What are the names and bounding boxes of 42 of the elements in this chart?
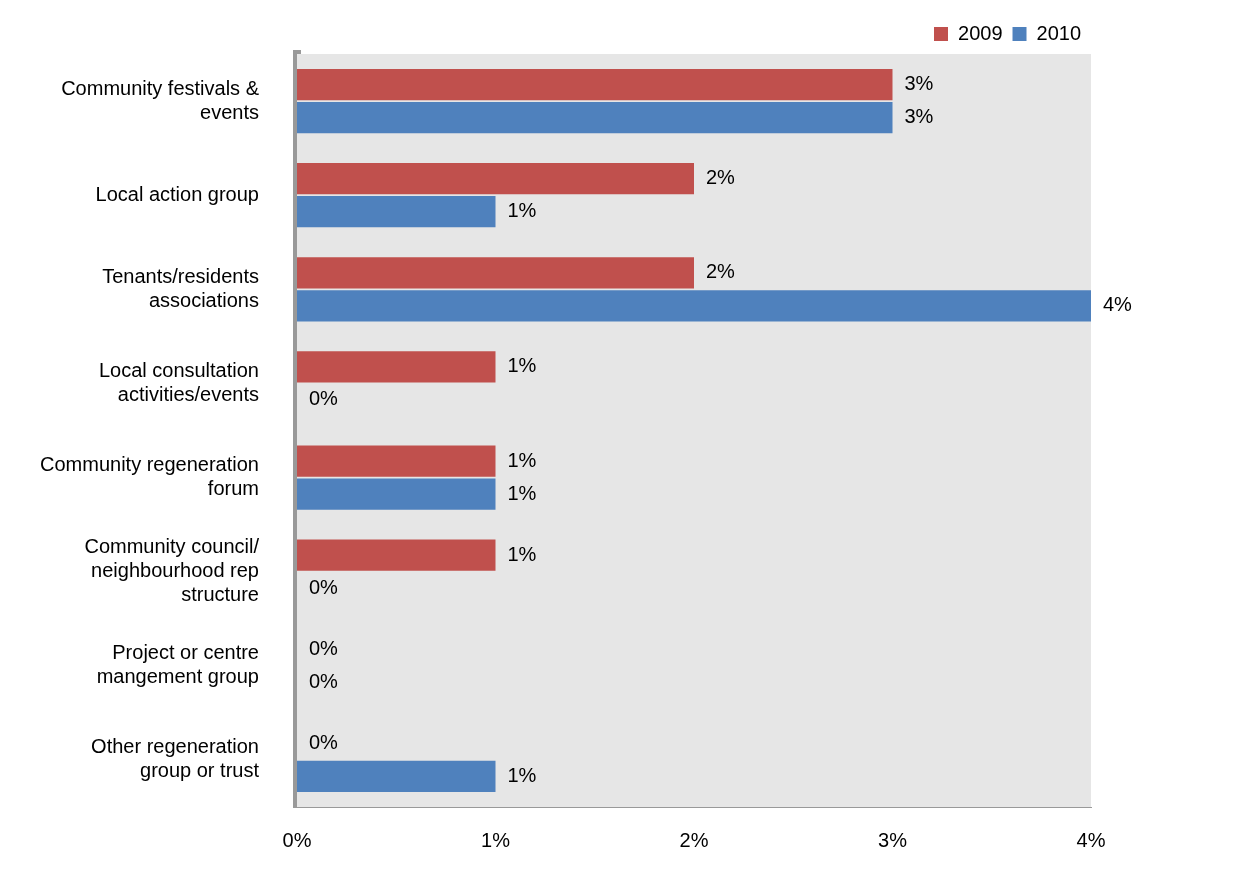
data-label: 1% bbox=[507, 481, 537, 504]
y-tick-label: Community regeneration forum bbox=[39, 453, 259, 500]
data-label: 0% bbox=[308, 730, 339, 753]
x-tick-label: 3% bbox=[878, 828, 908, 851]
bar bbox=[296, 351, 496, 383]
data-label: 1% bbox=[507, 354, 537, 377]
bar bbox=[296, 760, 496, 793]
data-label: 0% bbox=[308, 669, 339, 692]
y-tick-label: Local consultation activities/events bbox=[98, 358, 259, 405]
bar bbox=[296, 257, 694, 289]
data-label: 1% bbox=[507, 763, 537, 786]
data-label: 3% bbox=[904, 72, 934, 95]
data-label: 2% bbox=[706, 166, 736, 189]
data-label: 0% bbox=[308, 575, 339, 598]
x-tick-label: 0% bbox=[282, 828, 312, 851]
bar bbox=[296, 196, 496, 228]
data-label: 3% bbox=[904, 105, 934, 128]
x-tick-label: 4% bbox=[1076, 828, 1106, 851]
bar bbox=[296, 68, 893, 101]
x-tick-label: 2% bbox=[679, 828, 709, 851]
data-label: 0% bbox=[308, 387, 339, 410]
bar bbox=[296, 445, 496, 477]
bar bbox=[296, 539, 496, 571]
x-tick-label: 1% bbox=[481, 828, 511, 851]
legend-label: 2010 bbox=[1036, 21, 1082, 44]
bar bbox=[296, 101, 893, 134]
bar bbox=[296, 478, 496, 510]
data-label: 1% bbox=[507, 199, 537, 222]
y-tick-label: Project or centre mangement group bbox=[96, 641, 259, 688]
y-tick-label: Other regeneration group or trust bbox=[91, 735, 260, 782]
data-label: 2% bbox=[706, 260, 736, 283]
bar bbox=[296, 290, 1091, 322]
data-label: 1% bbox=[507, 448, 537, 471]
bar bbox=[296, 163, 694, 195]
data-label: 4% bbox=[1103, 293, 1133, 316]
y-tick-label: Community festivals & events bbox=[61, 76, 260, 123]
y-tick-label: Tenants/residents associations bbox=[102, 264, 259, 311]
legend-label: 2009 bbox=[958, 21, 1003, 44]
y-tick-label: Local action group bbox=[95, 182, 259, 205]
y-tick-label: Community council/ neighbourhood rep structure bbox=[84, 535, 260, 606]
data-label: 1% bbox=[507, 542, 537, 565]
data-label: 0% bbox=[308, 636, 339, 659]
